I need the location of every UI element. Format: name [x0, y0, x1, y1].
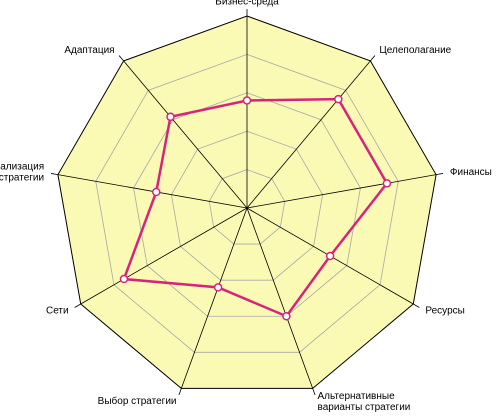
axis-tick: [74, 303, 81, 308]
category-label: Финансы: [450, 167, 492, 178]
point-marker: [119, 274, 129, 284]
grid-ring: [208, 169, 286, 245]
axis-tick: [50, 173, 58, 176]
axis-tick: [312, 388, 316, 396]
axis-tick: [118, 55, 124, 62]
point-marker: [242, 96, 252, 105]
category-label: Реализациястратегии: [0, 161, 44, 183]
radar-outline: [57, 15, 437, 389]
category-label: Сети: [46, 306, 69, 317]
axis-tick: [413, 303, 420, 308]
point-marker: [213, 283, 223, 292]
axis-tick: [436, 173, 444, 176]
category-label: Выбор стратегии: [98, 395, 177, 407]
axis-tick: [370, 55, 376, 62]
spoke: [180, 207, 248, 389]
grid-ring: [95, 53, 399, 353]
point-marker: [166, 112, 175, 122]
spoke: [246, 174, 437, 209]
spoke: [246, 207, 314, 389]
point-marker: [325, 251, 335, 261]
category-label: Бизнес-среда: [215, 0, 279, 8]
axis-tick: [178, 388, 182, 396]
category-label: Альтернативные варианты стратегии: [318, 391, 411, 413]
spoke: [80, 207, 248, 305]
spoke: [246, 60, 371, 209]
series-line: [122, 97, 389, 318]
category-label: Целеполагание: [379, 45, 451, 56]
category-label: Адаптация: [64, 45, 114, 56]
grid-ring: [133, 92, 361, 317]
point-marker: [151, 187, 161, 197]
point-marker: [282, 312, 291, 321]
category-label: Ресурсы: [425, 306, 464, 317]
point-marker: [334, 94, 343, 104]
spoke: [123, 60, 248, 209]
point-marker: [382, 179, 392, 188]
grid-ring: [170, 130, 324, 281]
